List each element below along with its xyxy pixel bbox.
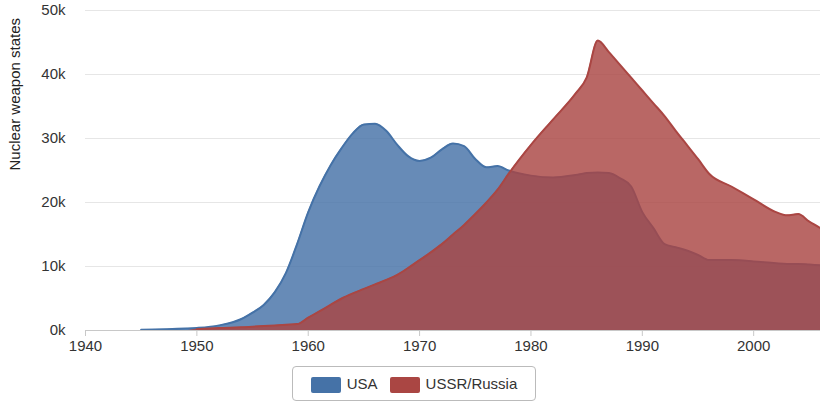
svg-text:30k: 30k [41,129,66,146]
svg-text:2000: 2000 [737,337,770,354]
svg-text:50k: 50k [41,1,66,18]
svg-text:1990: 1990 [626,337,659,354]
svg-text:1940: 1940 [69,337,102,354]
svg-text:1960: 1960 [292,337,325,354]
svg-text:Nuclear weapon states: Nuclear weapon states [6,18,23,171]
html-text:USA: USA [346,375,378,392]
svg-text:40k: 40k [41,65,66,82]
html-text:USSR/Russia: USSR/Russia [425,375,518,392]
svg-text:0k: 0k [50,321,66,338]
svg-text:1980: 1980 [514,337,547,354]
svg-text:1970: 1970 [403,337,436,354]
svg-text:1950: 1950 [180,337,213,354]
svg-text:20k: 20k [41,193,66,210]
svg-text:10k: 10k [41,257,66,274]
